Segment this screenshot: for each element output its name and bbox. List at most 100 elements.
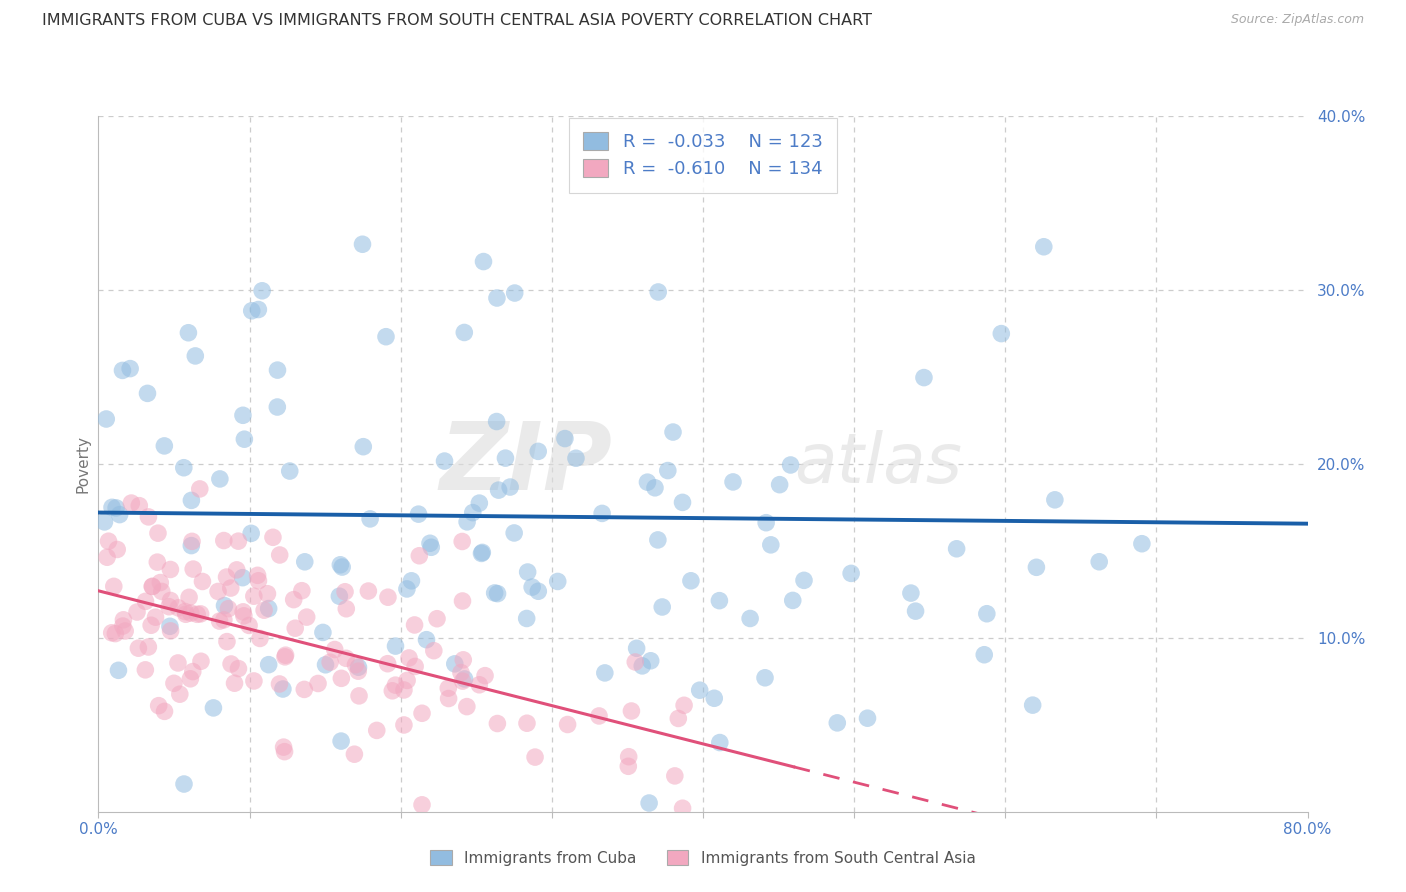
Point: [485, 291, 508, 305]
Point: [269, 677, 291, 691]
Point: [679, 574, 702, 588]
Point: [468, 496, 491, 510]
Point: [377, 591, 399, 605]
Point: [191, 574, 214, 589]
Point: [617, 759, 640, 773]
Point: [111, 363, 134, 377]
Point: [357, 584, 380, 599]
Point: [273, 740, 295, 755]
Point: [330, 560, 353, 574]
Point: [703, 691, 725, 706]
Point: [262, 530, 284, 544]
Point: [93, 515, 115, 529]
Point: [120, 361, 142, 376]
Point: [150, 584, 173, 599]
Point: [471, 545, 494, 559]
Point: [138, 509, 160, 524]
Point: [343, 747, 366, 762]
Point: [249, 632, 271, 646]
Point: [180, 606, 202, 620]
Point: [782, 593, 804, 607]
Point: [408, 549, 430, 563]
Point: [159, 593, 181, 607]
Point: [626, 641, 648, 656]
Point: [257, 657, 280, 672]
Point: [271, 681, 294, 696]
Point: [163, 676, 186, 690]
Point: [323, 642, 346, 657]
Point: [224, 676, 246, 690]
Point: [408, 507, 430, 521]
Point: [232, 608, 254, 623]
Point: [486, 716, 509, 731]
Point: [474, 668, 496, 682]
Point: [384, 639, 406, 653]
Point: [456, 515, 478, 529]
Point: [754, 671, 776, 685]
Point: [912, 370, 935, 384]
Point: [179, 672, 201, 686]
Point: [232, 409, 254, 423]
Point: [169, 687, 191, 701]
Point: [1088, 555, 1111, 569]
Point: [945, 541, 967, 556]
Point: [636, 475, 658, 490]
Point: [247, 574, 270, 588]
Point: [976, 607, 998, 621]
Point: [159, 624, 181, 638]
Point: [328, 589, 350, 603]
Point: [557, 717, 579, 731]
Point: [174, 605, 197, 619]
Point: [827, 715, 849, 730]
Point: [180, 493, 202, 508]
Point: [664, 769, 686, 783]
Point: [451, 594, 474, 608]
Point: [398, 651, 420, 665]
Point: [651, 599, 673, 614]
Point: [228, 534, 250, 549]
Point: [456, 699, 478, 714]
Point: [240, 303, 263, 318]
Point: [709, 735, 731, 749]
Point: [141, 579, 163, 593]
Point: [631, 659, 654, 673]
Point: [451, 653, 474, 667]
Point: [527, 444, 550, 458]
Point: [709, 593, 731, 607]
Point: [212, 533, 235, 548]
Point: [269, 548, 291, 562]
Point: [253, 603, 276, 617]
Point: [856, 711, 879, 725]
Point: [451, 534, 474, 549]
Point: [127, 641, 149, 656]
Point: [484, 586, 506, 600]
Point: [900, 586, 922, 600]
Point: [377, 657, 399, 671]
Point: [184, 349, 207, 363]
Point: [779, 458, 801, 472]
Point: [333, 584, 356, 599]
Point: [256, 587, 278, 601]
Point: [120, 496, 142, 510]
Point: [186, 607, 208, 622]
Point: [202, 701, 225, 715]
Point: [1032, 240, 1054, 254]
Point: [112, 613, 135, 627]
Point: [136, 386, 159, 401]
Point: [247, 302, 270, 317]
Point: [381, 683, 404, 698]
Text: ZIP: ZIP: [440, 417, 613, 510]
Point: [138, 640, 160, 654]
Point: [689, 683, 711, 698]
Point: [740, 611, 762, 625]
Point: [769, 477, 792, 491]
Point: [620, 704, 643, 718]
Point: [145, 610, 167, 624]
Point: [384, 678, 406, 692]
Point: [312, 625, 335, 640]
Point: [330, 671, 353, 685]
Point: [174, 607, 197, 622]
Point: [114, 624, 136, 638]
Point: [181, 562, 204, 576]
Point: [450, 665, 472, 680]
